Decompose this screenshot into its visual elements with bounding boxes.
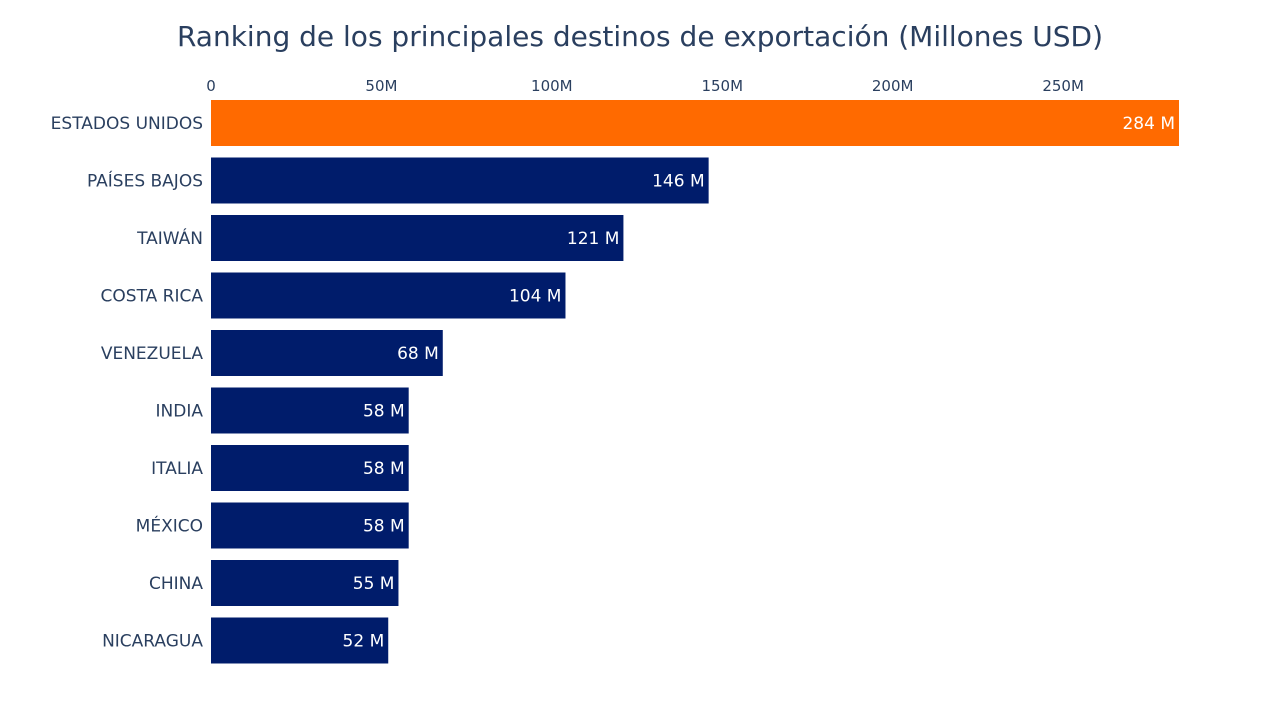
category-label: ITALIA (151, 459, 203, 479)
bar[interactable] (211, 502, 409, 549)
data-label: 58 M (363, 517, 405, 537)
bar[interactable] (211, 617, 389, 664)
category-label: VENEZUELA (101, 344, 204, 364)
x-tick-label: 50M (365, 77, 397, 95)
data-label: 58 M (363, 402, 405, 422)
bar[interactable] (211, 100, 1179, 146)
y-axis: ESTADOS UNIDOS PAÍSES BAJOS TAIWÁN COSTA RI… (51, 114, 204, 652)
data-label: 52 M (343, 632, 385, 652)
category-label: ESTADOS UNIDOS (51, 114, 203, 134)
category-label: CHINA (149, 574, 203, 594)
data-label: 146 M (652, 172, 705, 192)
data-label: 104 M (509, 287, 562, 307)
category-label: PAÍSES BAJOS (87, 170, 203, 192)
x-axis: 0 50M 100M 150M 200M 250M (206, 77, 1084, 95)
bars-group (211, 100, 1179, 664)
bar[interactable] (211, 330, 443, 376)
x-tick-label: 100M (531, 77, 573, 95)
data-label: 121 M (567, 229, 620, 249)
category-label: COSTA RICA (101, 287, 204, 307)
bar[interactable] (211, 445, 409, 491)
bar[interactable] (211, 272, 566, 319)
bar[interactable] (211, 157, 709, 204)
bar[interactable] (211, 560, 399, 606)
category-label: NICARAGUA (102, 632, 203, 652)
data-label: 55 M (353, 574, 395, 594)
chart-title: Ranking de los principales destinos de e… (176, 20, 1104, 53)
x-tick-label: 200M (872, 77, 914, 95)
category-label: INDIA (156, 402, 204, 422)
data-label: 284 M (1122, 114, 1175, 134)
data-label: 58 M (363, 459, 405, 479)
category-label: TAIWÁN (136, 227, 203, 249)
x-tick-label: 250M (1042, 77, 1084, 95)
x-tick-label: 0 (206, 77, 216, 95)
category-label: MÉXICO (136, 515, 203, 537)
bar[interactable] (211, 215, 624, 261)
data-label: 68 M (397, 344, 439, 364)
x-tick-label: 150M (701, 77, 743, 95)
bar[interactable] (211, 387, 409, 434)
data-labels-group: 284 M 146 M 121 M 104 M 68 M 58 M 58 M 58 M 55 M… (343, 114, 1175, 652)
